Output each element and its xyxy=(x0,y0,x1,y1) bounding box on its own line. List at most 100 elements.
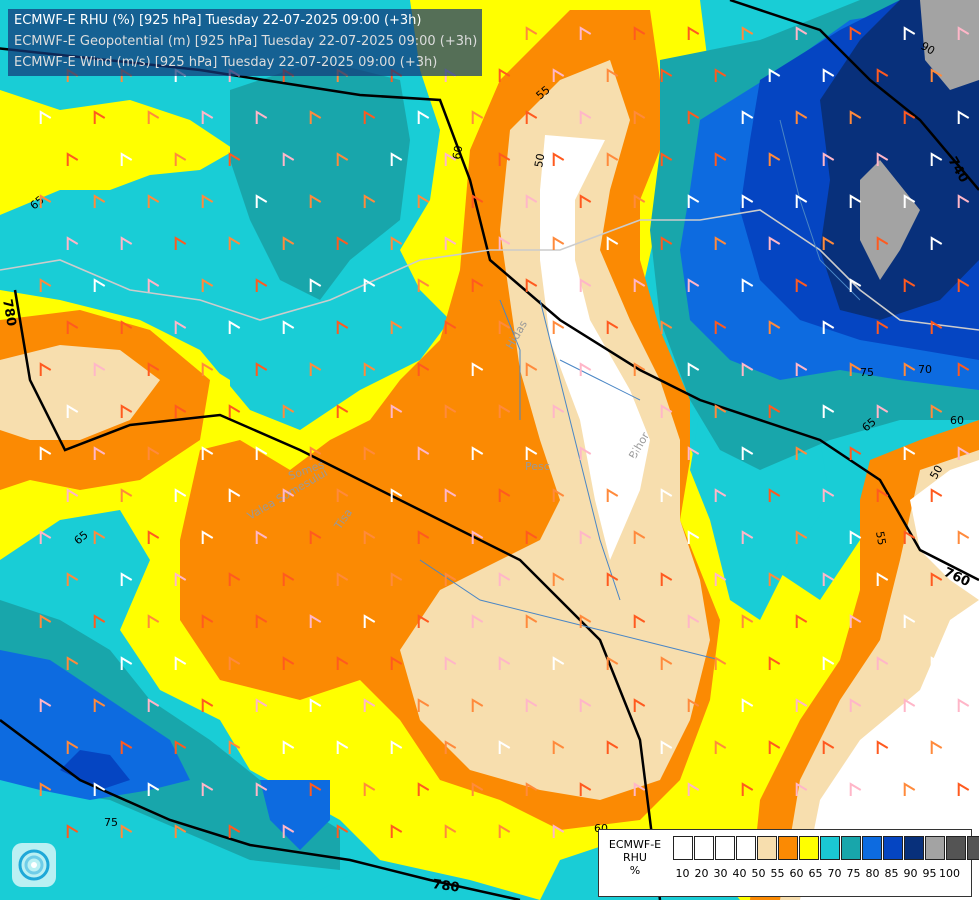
wind-barb xyxy=(957,362,970,376)
legend-tick: 70 xyxy=(827,867,842,880)
wind-barb xyxy=(930,236,943,250)
wind-barb xyxy=(390,572,403,586)
rh-label: 90 xyxy=(919,39,938,57)
legend-swatch xyxy=(694,836,714,860)
wind-barb xyxy=(363,698,376,712)
wind-barb xyxy=(633,278,646,292)
header-title-geopotential: ECMWF-E Geopotential (m) [925 hPa] Tuesd… xyxy=(14,34,478,49)
wind-barb xyxy=(795,110,808,124)
wind-barb xyxy=(525,110,538,124)
wind-barb xyxy=(660,488,673,502)
wind-barb xyxy=(849,110,862,124)
wind-barb xyxy=(552,152,565,166)
wind-barb xyxy=(633,446,646,460)
wind-barb xyxy=(606,488,619,502)
wind-barb xyxy=(579,446,592,460)
wind-barb xyxy=(66,152,79,166)
wind-barb xyxy=(795,530,808,544)
wind-barb xyxy=(498,824,511,838)
wind-barb xyxy=(336,824,349,838)
wind-barb xyxy=(39,278,52,292)
wind-barb xyxy=(957,194,970,208)
wind-barb xyxy=(66,572,79,586)
wind-barb xyxy=(525,782,538,796)
legend-swatch xyxy=(736,836,756,860)
wind-barb xyxy=(552,488,565,502)
wind-barb xyxy=(66,320,79,334)
wind-barb xyxy=(93,782,106,796)
wind-barb xyxy=(849,26,862,40)
wind-barb xyxy=(714,320,727,334)
wind-barb xyxy=(417,446,430,460)
wind-barb xyxy=(444,320,457,334)
wind-barb xyxy=(795,446,808,460)
wind-barb xyxy=(417,614,430,628)
wind-barb xyxy=(255,698,268,712)
wind-barbs xyxy=(39,26,970,838)
wind-barb xyxy=(660,236,673,250)
wind-barb xyxy=(525,446,538,460)
wind-barb xyxy=(714,404,727,418)
wind-barb xyxy=(282,152,295,166)
wind-barb xyxy=(822,404,835,418)
wind-barb xyxy=(201,446,214,460)
wind-barb xyxy=(525,614,538,628)
geopotential-isoline-740 xyxy=(729,0,979,191)
legend-tick: 75 xyxy=(846,867,861,880)
geopotential-label: 780 xyxy=(431,877,460,896)
wind-barb xyxy=(741,698,754,712)
wind-barb xyxy=(309,194,322,208)
wind-barb xyxy=(309,698,322,712)
wind-barb xyxy=(255,194,268,208)
wind-barb xyxy=(39,782,52,796)
wind-barb xyxy=(606,572,619,586)
wind-barb xyxy=(579,26,592,40)
wind-barb xyxy=(498,404,511,418)
wind-barb xyxy=(633,194,646,208)
wind-barb xyxy=(795,26,808,40)
wind-barb xyxy=(39,194,52,208)
wind-barb xyxy=(309,110,322,124)
geopotential-label: 780 xyxy=(0,298,19,327)
wind-barb xyxy=(822,488,835,502)
wind-barb xyxy=(687,278,700,292)
wind-barb xyxy=(201,362,214,376)
wind-barb xyxy=(768,320,781,334)
rhu-legend: ECMWF-E RHU % 10 20 30 40 50 55 60 65 70 75 80 85 90… xyxy=(598,829,979,897)
wind-barb xyxy=(93,110,106,124)
wind-barb xyxy=(660,572,673,586)
wind-barb xyxy=(903,530,916,544)
wind-barb xyxy=(282,404,295,418)
wind-barb xyxy=(417,110,430,124)
wind-barb xyxy=(741,614,754,628)
wind-barb xyxy=(228,572,241,586)
wind-barb xyxy=(930,404,943,418)
geopotential-isoline-780-north xyxy=(0,47,979,582)
wind-barb xyxy=(714,740,727,754)
wind-barb xyxy=(876,236,889,250)
wind-barb xyxy=(66,488,79,502)
wind-barb xyxy=(363,194,376,208)
wind-barb xyxy=(174,488,187,502)
wind-barb xyxy=(849,278,862,292)
wind-barb xyxy=(444,740,457,754)
wind-barb xyxy=(795,278,808,292)
rh-label: 75 xyxy=(860,366,874,379)
wind-barb xyxy=(741,782,754,796)
wind-barb xyxy=(930,740,943,754)
wind-barb xyxy=(660,656,673,670)
wind-barb xyxy=(822,152,835,166)
wind-barb xyxy=(633,614,646,628)
wind-barb xyxy=(498,656,511,670)
wind-barb xyxy=(795,698,808,712)
wind-barb xyxy=(147,278,160,292)
wind-barb xyxy=(498,572,511,586)
wind-barb xyxy=(201,782,214,796)
wind-barb xyxy=(201,530,214,544)
legend-swatches xyxy=(673,836,979,860)
wind-barb xyxy=(93,446,106,460)
wind-barb xyxy=(552,404,565,418)
wind-barb xyxy=(444,404,457,418)
wind-barb xyxy=(660,152,673,166)
wind-barb xyxy=(579,110,592,124)
